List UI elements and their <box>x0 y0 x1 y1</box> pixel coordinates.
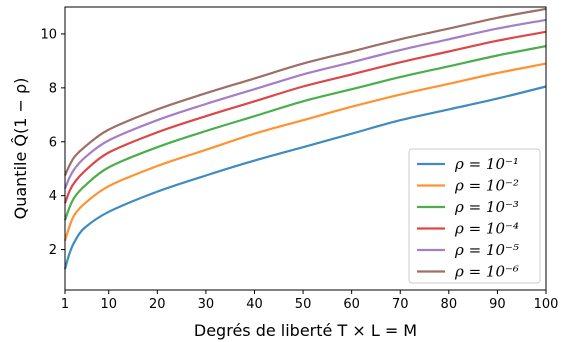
x-tick-label: 1 <box>61 297 69 312</box>
series-line-4 <box>63 30 547 204</box>
legend-label-5: ρ = 10⁻⁵ <box>454 241 519 259</box>
x-tick-label: 20 <box>149 297 166 312</box>
legend-label-2: ρ = 10⁻² <box>454 177 519 195</box>
legend-label-1: ρ = 10⁻¹ <box>454 155 519 173</box>
x-tick-label: 10 <box>100 297 117 312</box>
x-tick-label: 50 <box>295 297 312 312</box>
plot-frame <box>64 6 547 291</box>
x-tick-label: 60 <box>343 297 360 312</box>
x-tick-label: 100 <box>534 297 559 312</box>
legend: ρ = 10⁻¹ ρ = 10⁻² ρ = 10⁻³ ρ = 10⁻⁴ ρ = 10⁻⁵… <box>408 148 541 284</box>
series-line-2 <box>63 62 547 242</box>
y-tick-label: 4 <box>49 189 57 204</box>
x-tick-label: 90 <box>489 297 506 312</box>
x-axis-label: Degrés de liberté T × L = M <box>194 321 417 340</box>
legend-label-6: ρ = 10⁻⁶ <box>454 263 519 281</box>
y-tick-label: 6 <box>49 135 57 150</box>
y-tick-label: 8 <box>49 81 57 96</box>
x-tick-label: 40 <box>246 297 263 312</box>
x-tick-label: 30 <box>198 297 215 312</box>
y-tick-label: 10 <box>40 27 57 42</box>
series-line-1 <box>63 85 547 270</box>
legend-label-4: ρ = 10⁻⁴ <box>454 220 519 238</box>
y-tick-label: 2 <box>49 243 57 258</box>
x-tick-label: 80 <box>441 297 458 312</box>
y-axis-label: Quantile Q̂(1 − ρ) <box>11 78 30 220</box>
series-line-6 <box>63 7 547 176</box>
series-line-3 <box>63 45 547 221</box>
legend-label-3: ρ = 10⁻³ <box>454 198 519 216</box>
x-tick-label: 70 <box>392 297 409 312</box>
series-line-5 <box>63 18 547 190</box>
